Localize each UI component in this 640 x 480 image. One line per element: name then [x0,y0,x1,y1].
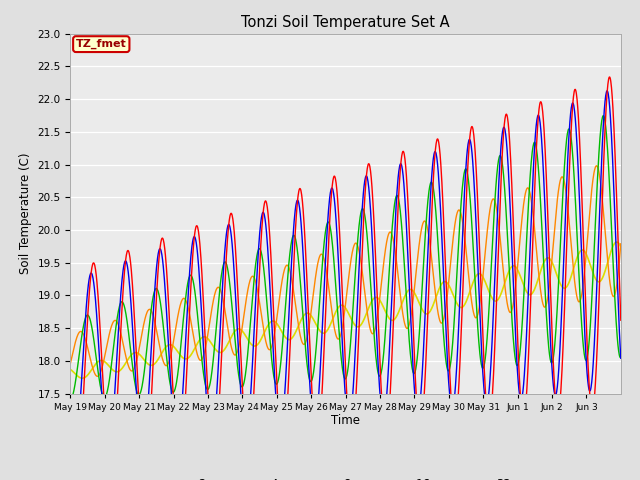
Y-axis label: Soil Temperature (C): Soil Temperature (C) [19,153,32,275]
Legend: 2cm, 4cm, 8cm, 16cm, 32cm: 2cm, 4cm, 8cm, 16cm, 32cm [158,473,533,480]
Title: Tonzi Soil Temperature Set A: Tonzi Soil Temperature Set A [241,15,450,30]
Text: TZ_fmet: TZ_fmet [76,39,127,49]
X-axis label: Time: Time [331,414,360,427]
